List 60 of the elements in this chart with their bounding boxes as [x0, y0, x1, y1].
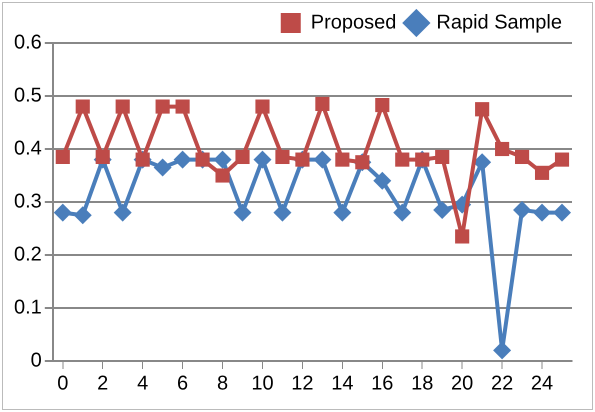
point — [174, 150, 192, 169]
x-tick-label: 6 — [177, 372, 188, 395]
point — [275, 150, 290, 164]
point — [74, 206, 92, 224]
x-tick-label: 4 — [137, 372, 148, 395]
x-tick-label: 16 — [371, 372, 394, 395]
y-tick-label: 0.6 — [14, 32, 42, 54]
y-tick-label: 0.1 — [14, 296, 42, 319]
point — [96, 150, 110, 164]
point — [154, 158, 172, 177]
point — [553, 204, 572, 222]
point — [253, 150, 272, 169]
y-tick-label: 0.5 — [14, 84, 42, 107]
point — [554, 152, 570, 167]
point — [234, 204, 252, 222]
x-tick-label: 24 — [530, 372, 554, 395]
x-tick-label: 14 — [331, 372, 354, 395]
y-tick-label: 0.2 — [14, 244, 42, 266]
point — [515, 150, 530, 164]
point — [273, 204, 292, 222]
y-tick-label: 0.4 — [14, 138, 42, 160]
y-tick-label: 0.3 — [14, 190, 42, 213]
point — [534, 166, 550, 180]
point — [255, 100, 270, 114]
point — [76, 100, 90, 114]
point — [116, 100, 130, 114]
x-tick-label: 2 — [97, 372, 108, 395]
point — [313, 150, 332, 169]
point — [373, 172, 392, 190]
y-tick-label: 0 — [30, 350, 42, 372]
point — [335, 152, 350, 167]
x-tick-label: 20 — [451, 372, 474, 395]
point — [533, 204, 552, 222]
x-tick-label: 8 — [216, 372, 228, 395]
point — [235, 150, 250, 164]
point — [393, 204, 412, 222]
point — [375, 98, 390, 112]
x-tick-label: 0 — [57, 372, 68, 395]
x-tick-label: 18 — [411, 372, 434, 395]
point — [315, 96, 330, 112]
point — [455, 229, 470, 244]
x-tick-label: 10 — [251, 372, 274, 395]
point — [54, 204, 72, 222]
point — [176, 100, 190, 114]
point — [495, 142, 510, 156]
legend-label: Rapid Sample — [436, 12, 562, 34]
x-tick-label: 22 — [490, 372, 514, 395]
x-tick-label: 12 — [291, 372, 314, 395]
point — [435, 150, 450, 164]
point — [433, 200, 452, 219]
point — [475, 102, 490, 116]
legend-label: Proposed — [310, 12, 396, 34]
point — [114, 204, 132, 222]
point — [56, 150, 70, 164]
point — [156, 100, 170, 114]
point — [215, 168, 230, 183]
point — [395, 152, 410, 167]
point — [214, 150, 232, 169]
point — [333, 204, 352, 222]
point — [513, 200, 532, 219]
